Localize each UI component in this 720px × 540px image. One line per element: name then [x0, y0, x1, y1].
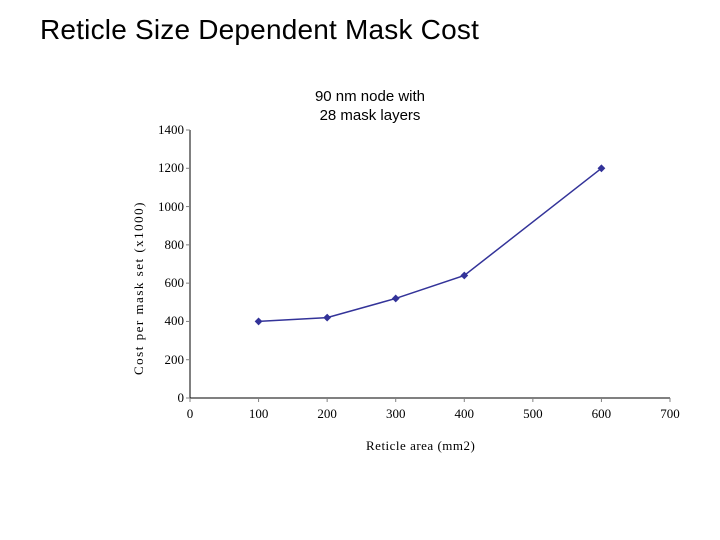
- y-tick-label: 1000: [144, 199, 184, 215]
- x-axis-label: Reticle area (mm2): [366, 438, 475, 454]
- y-tick-label: 1200: [144, 160, 184, 176]
- slide: Reticle Size Dependent Mask Cost 90 nm n…: [0, 0, 720, 540]
- chart-annotation: 90 nm node with 28 mask layers: [290, 88, 450, 126]
- x-tick-label: 500: [513, 406, 553, 422]
- chart-plot-area: [190, 130, 670, 398]
- x-tick-label: 400: [444, 406, 484, 422]
- y-tick-label: 800: [144, 237, 184, 253]
- y-tick-label: 200: [144, 352, 184, 368]
- x-tick-label: 300: [376, 406, 416, 422]
- x-tick-label: 100: [239, 406, 279, 422]
- x-tick-label: 0: [170, 406, 210, 422]
- x-tick-label: 200: [307, 406, 347, 422]
- annotation-line-2: 28 mask layers: [320, 107, 421, 124]
- page-title: Reticle Size Dependent Mask Cost: [40, 14, 479, 46]
- y-tick-label: 1400: [144, 122, 184, 138]
- x-tick-label: 600: [581, 406, 621, 422]
- y-tick-label: 600: [144, 275, 184, 291]
- y-tick-label: 0: [144, 390, 184, 406]
- annotation-line-1: 90 nm node with: [315, 88, 425, 105]
- chart-svg: [190, 130, 670, 398]
- x-tick-label: 700: [650, 406, 690, 422]
- y-tick-label: 400: [144, 313, 184, 329]
